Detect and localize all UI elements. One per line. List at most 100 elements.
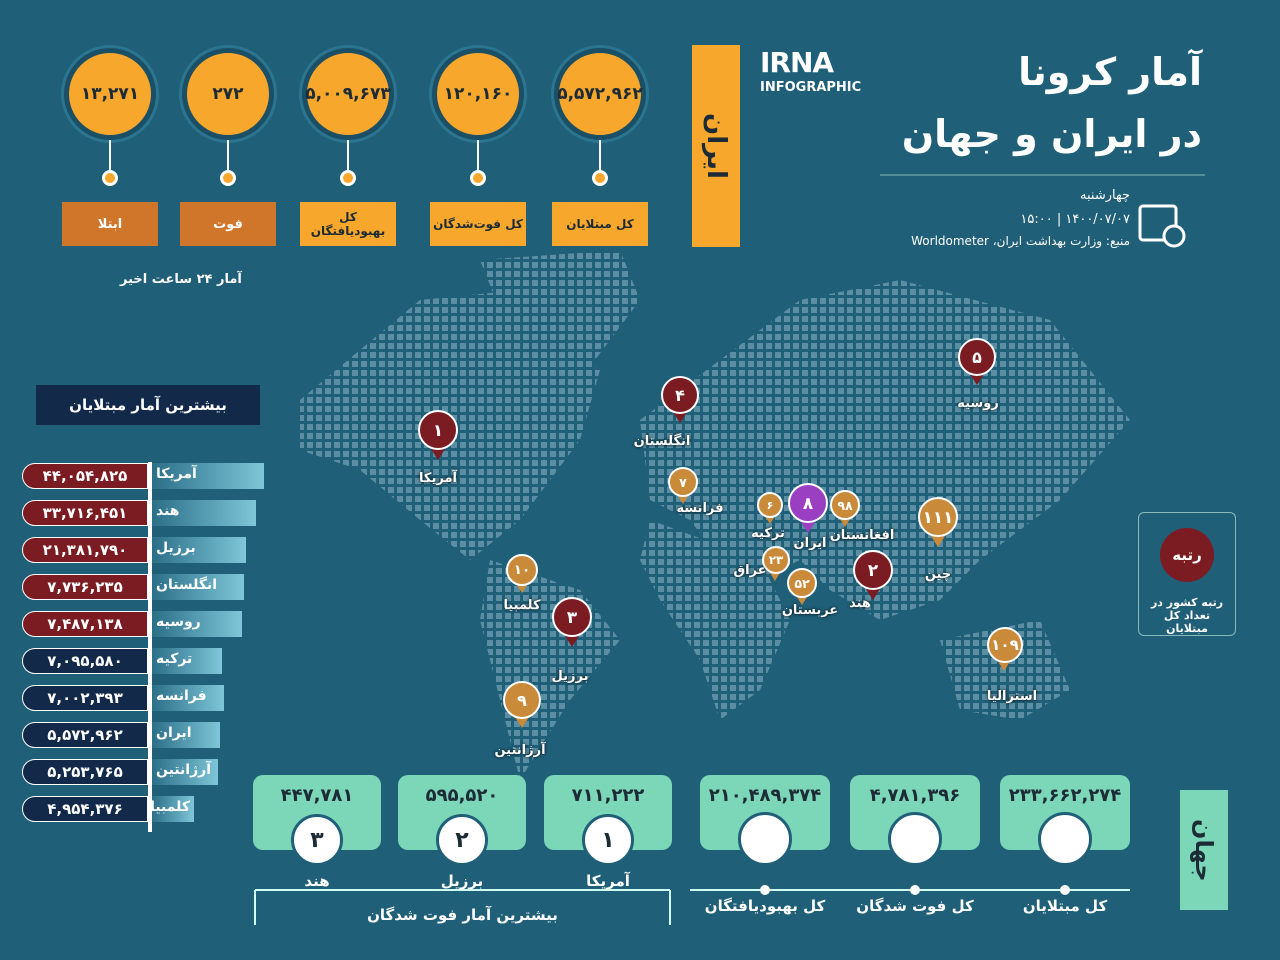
pin-rank: ۵۲ [787, 568, 817, 598]
case-value: ۴۴,۰۵۴,۸۲۵ [22, 463, 148, 489]
iran-label: فوت [180, 202, 276, 246]
case-value: ۴,۹۵۴,۳۷۶ [22, 796, 148, 822]
iran-value: ۵,۵۷۲,۹۶۲ [554, 48, 646, 140]
case-value: ۲۱,۳۸۱,۷۹۰ [22, 537, 148, 563]
pin-rank: ۸ [788, 483, 828, 523]
title: آمار کرونا [1018, 50, 1202, 94]
pin-name: کلمبیا [503, 598, 541, 613]
world-icon [1038, 812, 1092, 866]
case-value: ۵,۲۵۳,۷۶۵ [22, 759, 148, 785]
world-icon [888, 812, 942, 866]
pin-name: آمریکا [419, 471, 457, 486]
dot [220, 170, 236, 186]
pin-rank: ۱ [418, 410, 458, 450]
pin-rank: ۲۳ [762, 546, 790, 574]
pin-name: استرالیا [986, 689, 1038, 704]
pin-name: فرانسه [676, 501, 724, 516]
dot [102, 170, 118, 186]
pin-name: انگلستان [633, 434, 691, 449]
pin-name: عربستان [781, 603, 839, 618]
dot [1060, 885, 1070, 895]
country-name: ترکیه [152, 648, 222, 674]
country-name: آمریکا [152, 463, 264, 489]
pin-name: روسیه [957, 396, 999, 411]
pin-rank: ۱۱۱ [918, 497, 958, 537]
date-time: ۱۴۰۰/۰۷/۰۷ | ۱۵:۰۰ [1020, 212, 1130, 227]
iran-value: ۲۷۲ [182, 48, 274, 140]
iran-label: کل فوت‌شدگان [430, 202, 526, 246]
world-icon [738, 812, 792, 866]
pin-rank: ۴ [661, 376, 699, 414]
case-value: ۷,۰۰۲,۳۹۳ [22, 685, 148, 711]
legend-text: رتبه کشور در تعداد کل مبتلایان [1150, 596, 1224, 635]
title: در ایران و جهان [901, 112, 1202, 156]
dot [910, 885, 920, 895]
connector [347, 140, 349, 170]
logo-sub: INFOGRAPHIC [760, 80, 862, 95]
country-name: انگلستان [152, 574, 244, 600]
dot [760, 885, 770, 895]
pin-rank: ۵ [958, 338, 996, 376]
pin-name: برزیل [551, 669, 589, 684]
pin-rank: ۷ [668, 467, 698, 497]
connector [599, 140, 601, 170]
pin-name: ترکیه [751, 526, 785, 541]
logo: IRNA [760, 46, 834, 79]
country-name: آرژانتین [152, 759, 218, 785]
death-rank: ۱ [582, 814, 634, 866]
pin-rank: ۱۰۹ [987, 627, 1023, 663]
connector [109, 140, 111, 170]
calendar-icon [1138, 204, 1186, 248]
iran-label: کل مبتلایان [552, 202, 648, 246]
pin-name: افغانستان [829, 528, 895, 543]
world-label: جهان [1180, 790, 1228, 910]
iran-label: ابتلا [62, 202, 158, 246]
country-name: کلمبیا [150, 796, 194, 822]
divider [148, 462, 152, 832]
top-deaths-title: بیشترین آمار فوت شدگان [367, 906, 558, 924]
death-rank: ۲ [436, 814, 488, 866]
iran-label: ایران [692, 45, 740, 247]
legend-box [1138, 512, 1236, 636]
top-cases-title: بیشترین آمار مبتلایان [36, 385, 260, 425]
world-label: کل مبتلایان [1022, 897, 1108, 915]
country-name: فرانسه [152, 685, 224, 711]
dot [340, 170, 356, 186]
connector [477, 140, 479, 170]
pin-rank: ۲ [853, 550, 893, 590]
legend-title: رتبه [1160, 528, 1214, 582]
case-value: ۳۳,۷۱۶,۴۵۱ [22, 500, 148, 526]
pin-name: هند [849, 596, 871, 611]
country-name: هند [152, 500, 256, 526]
pin-rank: ۹۸ [830, 490, 860, 520]
world-label: کل بهبودیافتگان [704, 897, 826, 915]
pin-name: ایران [793, 536, 827, 551]
case-value: ۷,۷۳۶,۲۳۵ [22, 574, 148, 600]
death-country: آمریکا [586, 872, 630, 890]
pin-name: چین [924, 567, 952, 582]
dot [592, 170, 608, 186]
country-name: ایران [152, 722, 220, 748]
pin-rank: ۱۰ [506, 554, 538, 586]
source: منبع: وزارت بهداشت ایران، Worldometer [911, 234, 1130, 248]
connector [227, 140, 229, 170]
dot [470, 170, 486, 186]
pin-name: آرژانتین [494, 743, 546, 758]
death-country: هند [304, 872, 330, 890]
daily-note: آمار ۲۴ ساعت اخیر [120, 272, 242, 287]
pin-rank: ۹ [503, 681, 541, 719]
iran-value: ۱۳,۲۷۱ [64, 48, 156, 140]
pin-name: عراق [733, 563, 767, 578]
day: چهارشنبه [1080, 188, 1130, 203]
country-name: روسیه [152, 611, 242, 637]
world-label: کل فوت شدگان [856, 897, 974, 915]
death-rank: ۳ [291, 814, 343, 866]
pin-rank: ۳ [552, 597, 592, 637]
iran-label: کل بهبودیافتگان [300, 202, 396, 246]
case-value: ۵,۵۷۲,۹۶۲ [22, 722, 148, 748]
case-value: ۷,۴۸۷,۱۳۸ [22, 611, 148, 637]
death-country: برزیل [440, 872, 484, 890]
iran-value: ۱۲۰,۱۶۰ [432, 48, 524, 140]
